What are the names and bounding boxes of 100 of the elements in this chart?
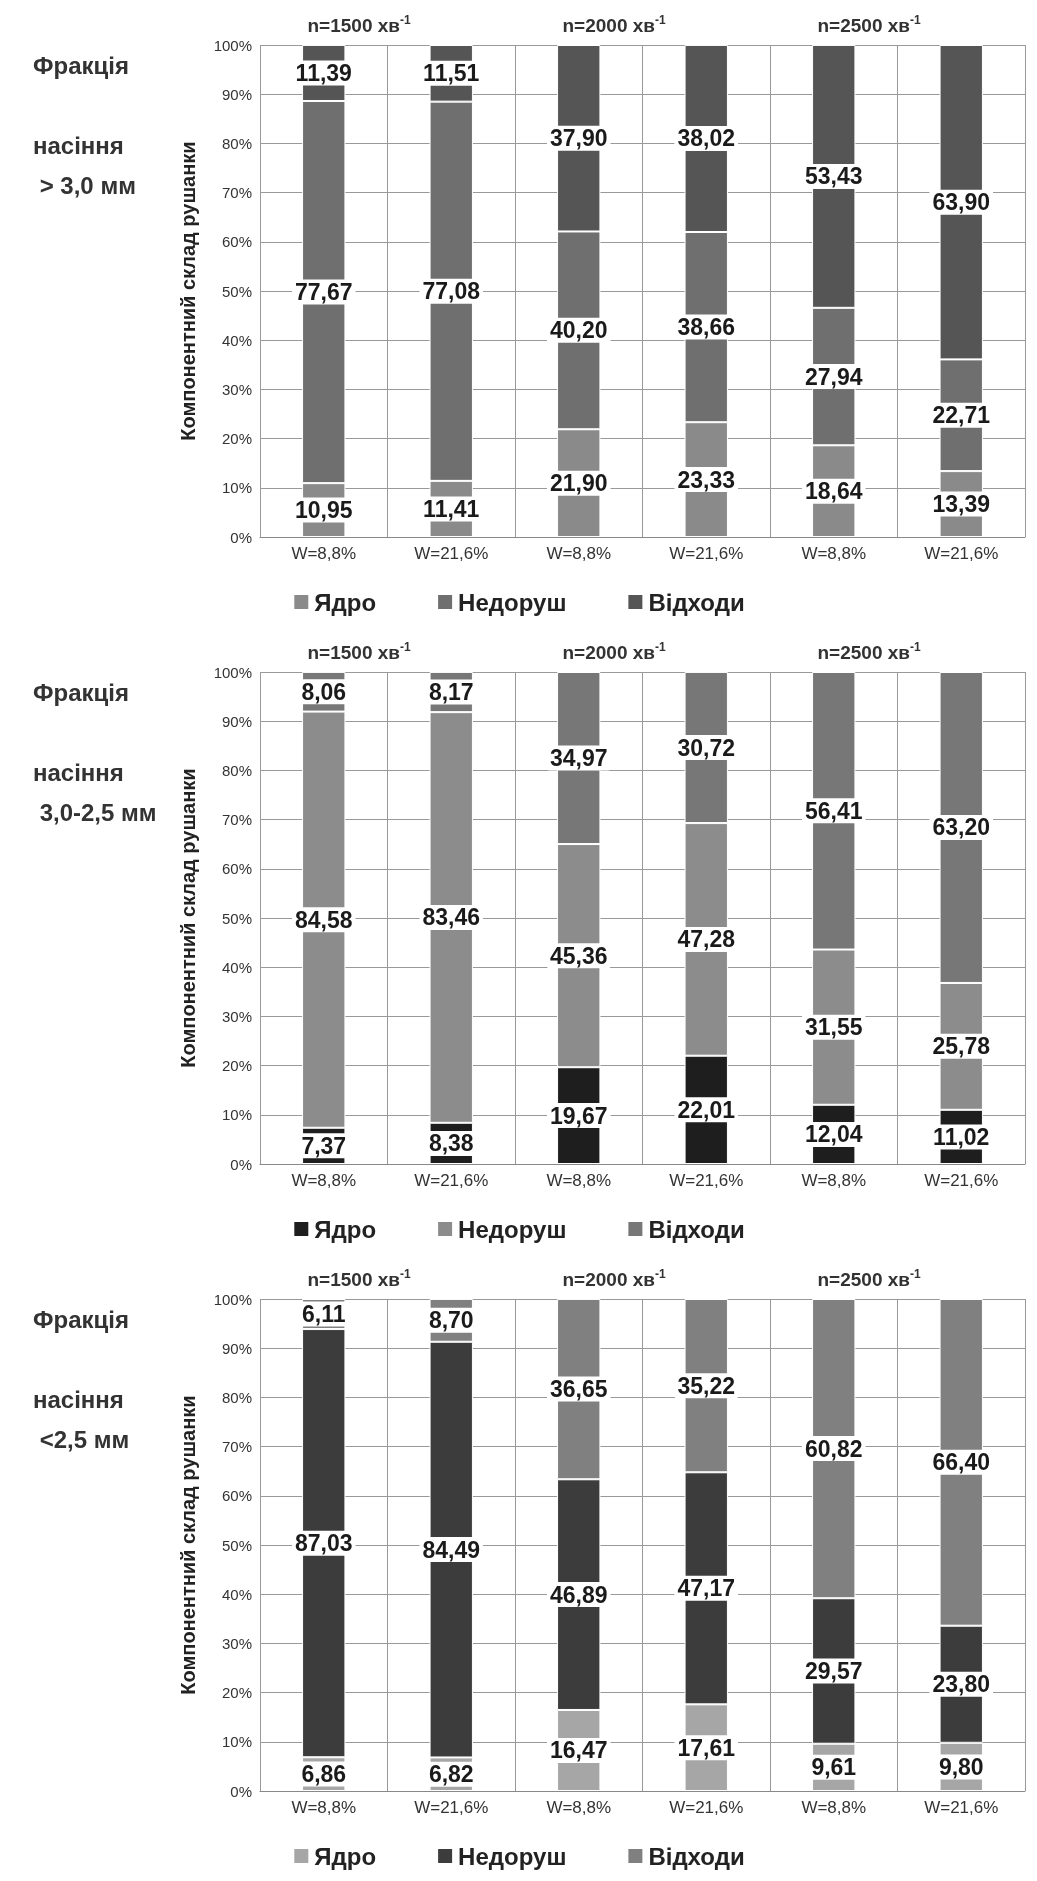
y-axis-title: Компонентний склад рушанки	[177, 141, 199, 441]
y-tick-label: 20%	[221, 1057, 252, 1075]
data-label: 9,61	[811, 1754, 857, 1781]
data-label: 63,20	[932, 814, 991, 841]
data-label: 11,39	[295, 59, 352, 86]
data-label: 6,82	[428, 1761, 474, 1788]
data-label: 45,36	[549, 942, 608, 969]
chart-title: Фракція насіння 3,0-2,5 мм	[33, 678, 157, 826]
y-tick-label: 0%	[230, 528, 252, 546]
chart-title: Фракція насіння > 3,0 мм	[33, 51, 136, 199]
data-label: 63,90	[932, 189, 991, 216]
data-label: 23,33	[677, 466, 736, 493]
data-label: 77,08	[422, 278, 481, 305]
y-tick-label: 60%	[221, 233, 252, 251]
x-tick-label: W=8,8%	[546, 1171, 612, 1190]
x-tick-label: W=8,8%	[801, 1798, 867, 1817]
x-tick-label: W=8,8%	[546, 1798, 612, 1817]
data-label: 13,39	[932, 491, 991, 518]
y-tick-label: 40%	[221, 958, 252, 976]
data-label: 60,82	[804, 1435, 863, 1462]
data-label: 10,95	[294, 497, 353, 524]
data-label: 8,70	[428, 1307, 474, 1334]
data-label: 37,90	[549, 125, 608, 152]
x-tick-label: W=8,8%	[291, 544, 357, 563]
x-tick-label: W=8,8%	[291, 1171, 357, 1190]
y-tick-label: 30%	[221, 1007, 252, 1025]
data-label: 19,67	[549, 1102, 608, 1129]
y-tick-label: 70%	[221, 184, 252, 202]
y-tick-label: 100%	[213, 36, 252, 54]
data-label: 22,01	[677, 1096, 736, 1123]
data-label: 7,37	[301, 1132, 347, 1159]
legend-label: Недоруш	[458, 1842, 567, 1870]
y-tick-label: 90%	[221, 1339, 252, 1357]
x-tick-label: W=8,8%	[801, 544, 867, 563]
y-tick-label: 10%	[221, 1733, 252, 1751]
x-tick-label: W=21,6%	[669, 1171, 744, 1190]
data-label: 6,11	[302, 1301, 346, 1328]
data-label: 56,41	[804, 797, 863, 824]
y-tick-label: 10%	[221, 1106, 252, 1124]
data-label: 84,58	[294, 906, 353, 933]
x-tick-label: W=21,6%	[414, 544, 489, 563]
legend-label: Недоруш	[458, 1215, 567, 1243]
data-label: 31,55	[804, 1014, 863, 1041]
legend-label: Відходи	[648, 1842, 745, 1870]
x-tick-label: W=8,8%	[546, 544, 612, 563]
data-label: 6,86	[301, 1761, 347, 1788]
legend-label: Відходи	[648, 588, 745, 616]
y-tick-label: 50%	[221, 909, 252, 927]
data-label: 36,65	[549, 1376, 608, 1403]
x-tick-label: W=21,6%	[924, 1171, 999, 1190]
x-tick-label: W=21,6%	[669, 544, 744, 563]
data-label: 83,46	[422, 904, 481, 931]
data-label: 77,67	[294, 279, 353, 306]
y-tick-label: 80%	[221, 761, 252, 779]
data-label: 12,04	[804, 1121, 863, 1148]
data-label: 8,17	[428, 679, 474, 706]
y-tick-label: 40%	[221, 1585, 252, 1603]
data-label: 47,28	[677, 926, 736, 953]
data-label: 87,03	[294, 1530, 353, 1557]
y-tick-label: 0%	[230, 1155, 252, 1173]
data-label: 8,06	[301, 678, 347, 705]
data-label: 35,22	[677, 1372, 736, 1399]
x-tick-label: W=21,6%	[924, 1798, 999, 1817]
legend-label: Ядро	[314, 1215, 377, 1243]
y-tick-label: 10%	[221, 479, 252, 497]
x-tick-label: W=21,6%	[414, 1798, 489, 1817]
data-label: 30,72	[677, 734, 736, 761]
y-tick-label: 90%	[221, 85, 252, 103]
data-label: 23,80	[932, 1671, 991, 1698]
y-tick-label: 50%	[221, 282, 252, 300]
y-tick-label: 60%	[221, 860, 252, 878]
y-axis-title: Компонентний склад рушанки	[177, 1395, 199, 1695]
data-label: 29,57	[804, 1657, 863, 1684]
data-label: 22,71	[932, 402, 991, 429]
data-label: 25,78	[932, 1033, 991, 1060]
y-tick-label: 100%	[213, 663, 252, 681]
data-label: 53,43	[804, 163, 863, 190]
data-label: 38,66	[677, 314, 736, 341]
y-tick-label: 70%	[221, 1438, 252, 1456]
x-tick-label: W=8,8%	[291, 1798, 357, 1817]
y-tick-label: 100%	[213, 1290, 252, 1308]
legend-label: Відходи	[648, 1215, 745, 1243]
x-tick-label: W=21,6%	[414, 1171, 489, 1190]
data-label: 11,41	[423, 495, 480, 522]
data-label: 40,20	[549, 317, 608, 344]
y-tick-label: 80%	[221, 1388, 252, 1406]
data-label: 11,51	[423, 60, 480, 87]
y-tick-label: 30%	[221, 380, 252, 398]
data-label: 21,90	[549, 470, 608, 497]
data-label: 18,64	[804, 478, 863, 505]
y-tick-label: 70%	[221, 811, 252, 829]
y-tick-label: 40%	[221, 331, 252, 349]
data-label: 38,02	[677, 125, 736, 152]
y-tick-label: 20%	[221, 430, 252, 448]
y-tick-label: 30%	[221, 1634, 252, 1652]
data-label: 16,47	[549, 1737, 608, 1764]
y-tick-label: 60%	[221, 1487, 252, 1505]
data-label: 17,61	[677, 1734, 736, 1761]
data-label: 27,94	[804, 363, 863, 390]
data-label: 66,40	[932, 1449, 991, 1476]
